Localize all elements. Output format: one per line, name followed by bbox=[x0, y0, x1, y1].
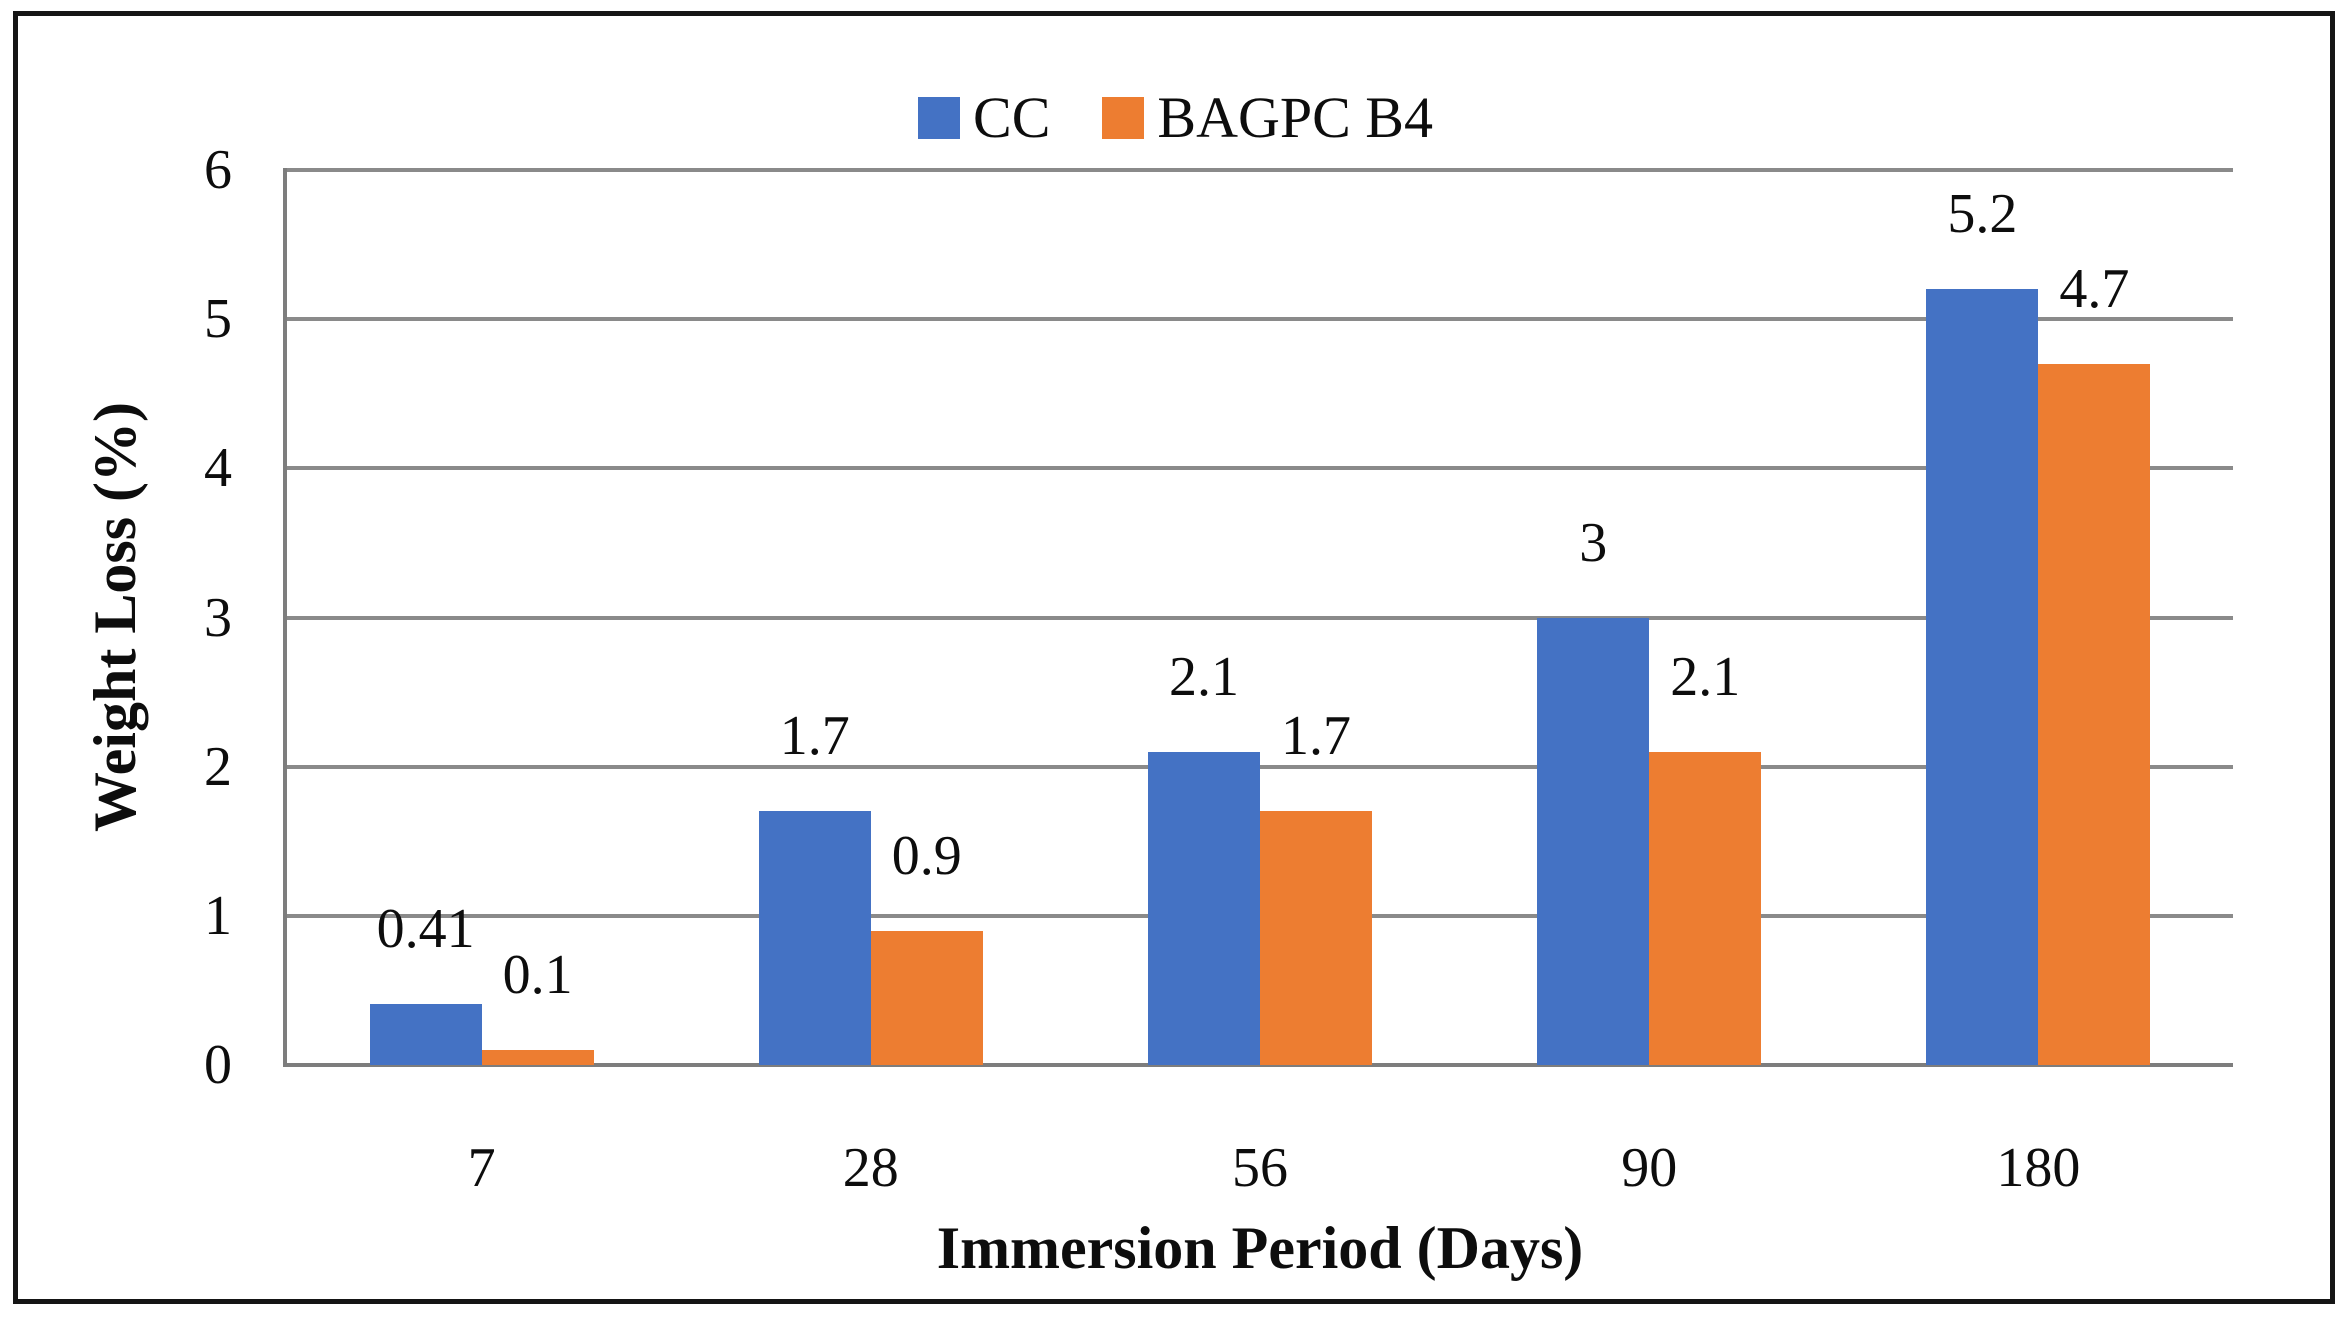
gridline-4 bbox=[287, 466, 2233, 471]
bar-bagpc-b4-28 bbox=[870, 930, 983, 1065]
data-label-cc-7: 0.41 bbox=[376, 897, 475, 960]
legend-label-bagpc-b4: BAGPC B4 bbox=[1157, 85, 1433, 150]
y-tick-3: 3 bbox=[204, 586, 232, 649]
data-label-bagpc-b4-7: 0.1 bbox=[502, 944, 573, 1007]
y-axis-title: Weight Loss (%) bbox=[82, 401, 148, 833]
legend-swatch-bagpc-b4 bbox=[1102, 97, 1145, 139]
bar-cc-28 bbox=[758, 811, 871, 1065]
data-label-bagpc-b4-180: 4.7 bbox=[2059, 257, 2130, 320]
gridline-3 bbox=[287, 615, 2233, 620]
y-tick-2: 2 bbox=[204, 735, 232, 798]
legend-item-cc: CC bbox=[918, 84, 1050, 152]
gridline-5 bbox=[287, 317, 2233, 322]
bar-cc-90 bbox=[1537, 617, 1650, 1065]
y-axis-line bbox=[283, 168, 287, 1067]
legend: CC BAGPC B4 bbox=[0, 84, 2351, 152]
x-tick-7: 7 bbox=[467, 1137, 496, 1199]
bar-bagpc-b4-180 bbox=[2038, 363, 2151, 1065]
bar-bagpc-b4-7 bbox=[481, 1050, 594, 1065]
bar-cc-56 bbox=[1148, 751, 1260, 1065]
y-tick-5: 5 bbox=[204, 288, 232, 351]
gridline-6 bbox=[287, 168, 2233, 172]
data-label-bagpc-b4-56: 1.7 bbox=[1281, 705, 1351, 768]
bar-cc-7 bbox=[369, 1003, 482, 1065]
x-tick-90: 90 bbox=[1621, 1137, 1678, 1199]
bar-cc-180 bbox=[1926, 289, 2039, 1065]
bar-bagpc-b4-90 bbox=[1649, 751, 1762, 1065]
data-label-cc-180: 5.2 bbox=[1947, 183, 2018, 246]
y-tick-6: 6 bbox=[204, 139, 232, 201]
legend-item-bagpc-b4: BAGPC B4 bbox=[1102, 84, 1433, 152]
x-tick-56: 56 bbox=[1232, 1137, 1288, 1199]
gridline-2 bbox=[287, 764, 2233, 769]
data-label-cc-28: 1.7 bbox=[779, 705, 850, 768]
legend-label-cc: CC bbox=[973, 85, 1051, 150]
x-tick-180: 180 bbox=[1996, 1137, 2081, 1199]
x-axis-line bbox=[287, 1063, 2233, 1067]
data-label-cc-56: 2.1 bbox=[1169, 645, 1239, 708]
x-tick-28: 28 bbox=[842, 1137, 899, 1199]
bar-bagpc-b4-56 bbox=[1260, 811, 1372, 1065]
y-tick-1: 1 bbox=[204, 884, 232, 947]
y-tick-4: 4 bbox=[204, 437, 232, 500]
legend-swatch-cc bbox=[918, 97, 961, 139]
y-tick-0: 0 bbox=[204, 1034, 232, 1096]
data-label-cc-90: 3 bbox=[1579, 511, 1608, 574]
data-label-bagpc-b4-28: 0.9 bbox=[891, 824, 962, 887]
x-axis-title: Immersion Period (Days) bbox=[936, 1215, 1584, 1281]
data-label-bagpc-b4-90: 2.1 bbox=[1670, 645, 1741, 708]
